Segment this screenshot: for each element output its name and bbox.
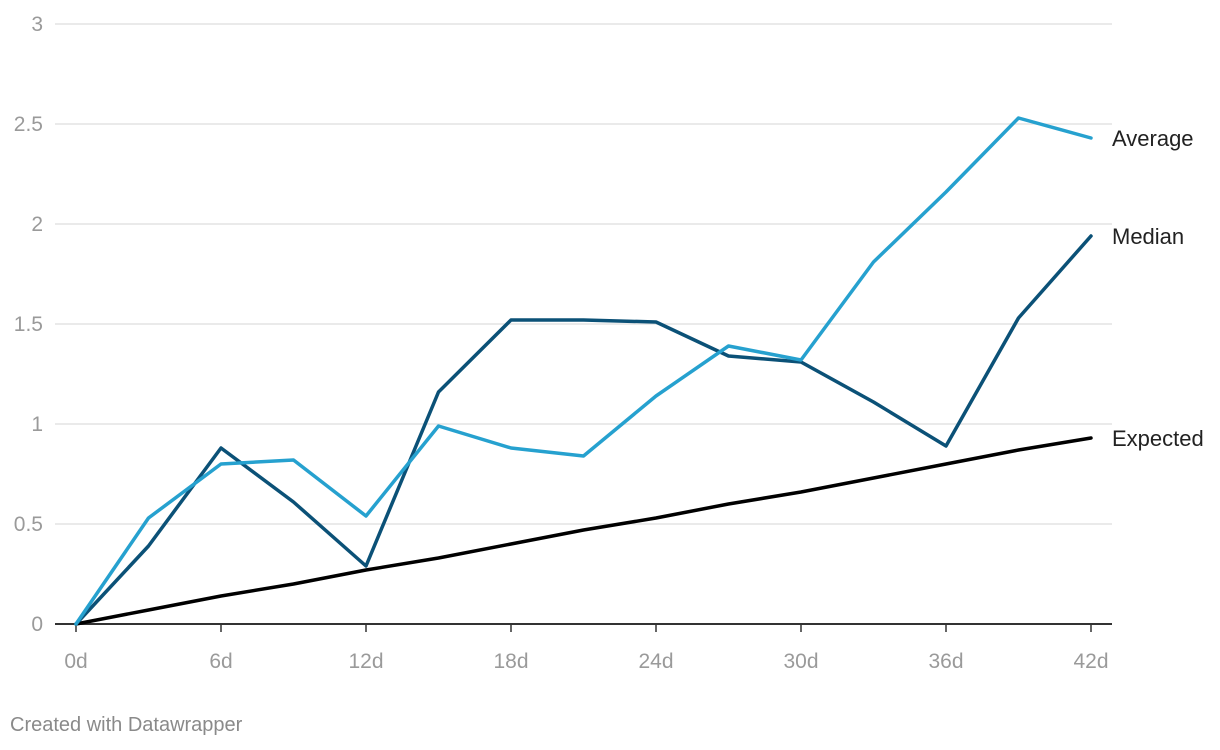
- gridlines: [55, 23, 1112, 525]
- series-lines: [74, 116, 1093, 626]
- x-tick-label: 30d: [783, 650, 818, 673]
- y-tick-label: 0: [31, 613, 43, 636]
- y-tick-label: 3: [31, 13, 43, 36]
- x-tick-label: 18d: [493, 650, 528, 673]
- y-tick-label: 0.5: [14, 513, 43, 536]
- series-label-average: Average: [1112, 126, 1194, 151]
- x-tick-label: 42d: [1073, 650, 1108, 673]
- y-tick-label: 1.5: [14, 313, 43, 336]
- series-line-average: [74, 116, 1093, 626]
- y-axis-tick-labels: 0 0.5 1 1.5 2 2.5 3: [14, 13, 43, 636]
- x-axis: 0d 6d 12d 18d 24d 30d 36d 42d: [55, 623, 1112, 673]
- x-tick-label: 0d: [64, 650, 87, 673]
- x-tick-label: 24d: [638, 650, 673, 673]
- y-tick-label: 1: [31, 413, 43, 436]
- x-tick-label: 12d: [348, 650, 383, 673]
- y-tick-label: 2.5: [14, 113, 43, 136]
- x-tick-label: 6d: [209, 650, 232, 673]
- series-line-expected: [74, 436, 1093, 626]
- series-label-expected: Expected: [1112, 426, 1204, 451]
- series-line-median: [74, 234, 1093, 626]
- datawrapper-credit: Created with Datawrapper: [10, 714, 243, 736]
- y-tick-label: 2: [31, 213, 43, 236]
- x-tick-label: 36d: [928, 650, 963, 673]
- series-label-median: Median: [1112, 224, 1184, 249]
- series-labels: Average Median Expected: [1112, 126, 1204, 451]
